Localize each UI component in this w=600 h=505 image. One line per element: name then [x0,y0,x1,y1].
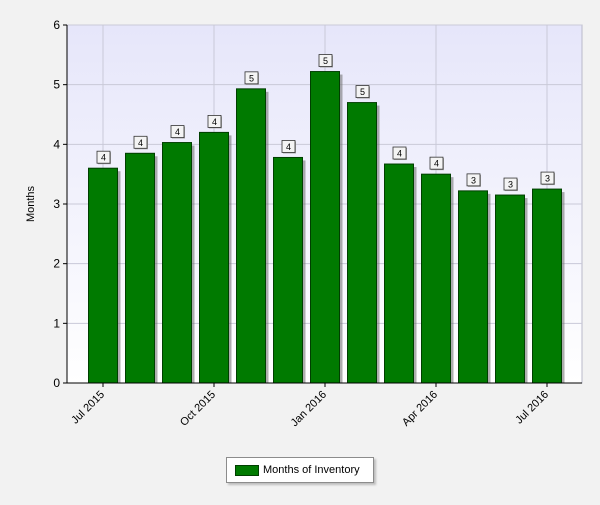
x-tick-label: Apr 2016 [400,389,440,429]
y-tick-label: 4 [53,137,60,151]
data-label: 5 [249,73,254,83]
data-label: 3 [508,180,513,190]
data-label: 3 [471,175,476,185]
bar [532,188,562,384]
data-label-box [540,171,555,185]
data-label: 4 [434,159,439,169]
data-label-box [133,135,148,149]
x-tick-label: Jan 2016 [289,389,329,429]
data-label-box [318,54,333,67]
bar [421,173,451,384]
data-label-box [96,150,111,164]
y-tick-label: 5 [53,78,60,92]
bar [458,190,488,384]
data-label-box [207,115,222,128]
data-label: 4 [212,117,217,127]
data-label: 5 [323,56,328,66]
bar [199,131,229,384]
bar [125,152,155,384]
data-label: 4 [175,127,180,137]
x-tick-label: Jul 2015 [69,389,107,427]
y-axis-label: Months [25,185,37,222]
y-tick-label: 6 [53,18,60,32]
x-tick-label: Oct 2015 [178,389,218,429]
bar [162,142,192,384]
legend-swatch [235,464,259,476]
bar [88,167,118,384]
data-label-box [281,140,296,153]
data-label-box [392,146,407,160]
data-label: 4 [138,138,143,148]
x-tick-label: Jul 2016 [513,389,551,427]
data-label-box [355,85,370,98]
y-tick-label: 2 [53,257,60,271]
data-label: 4 [397,149,402,159]
data-label: 5 [360,87,365,97]
data-label-box [429,156,444,170]
bar [347,102,377,384]
data-label-box [503,177,518,191]
data-label: 4 [286,142,291,152]
legend: Months of Inventory [226,457,374,483]
data-label-box [466,173,481,187]
y-tick-label: 1 [53,316,60,330]
bar [384,163,414,384]
bar [310,71,340,384]
data-label-box [170,125,185,138]
y-tick-label: 3 [53,197,60,211]
bar [495,194,525,384]
y-tick-label: 0 [53,376,60,390]
data-label-box [244,71,259,85]
legend-label: Months of Inventory [263,464,360,476]
data-label: 4 [101,153,106,163]
bar [273,156,303,384]
bar [236,88,266,384]
data-label: 3 [545,174,550,184]
